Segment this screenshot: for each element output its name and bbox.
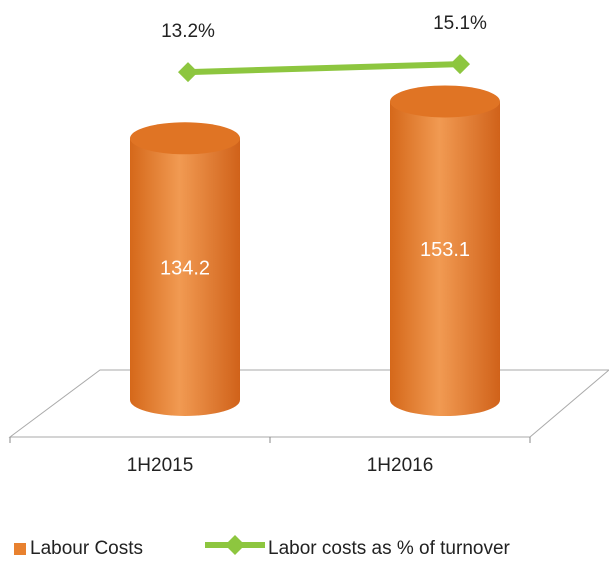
x-tick-label: 1H2015 [127,455,194,476]
cylinder [390,85,500,416]
bar-value-label: 153.1 [420,239,470,261]
cylinder-top [130,122,240,155]
line-marker [178,62,198,83]
cylinder-body [390,101,500,416]
x-tick-label: 1H2016 [367,455,434,476]
legend-swatch [14,543,26,555]
legend-label: Labor costs as % of turnover [268,538,511,559]
line-value-label: 15.1% [433,13,487,34]
legend-label: Labour Costs [30,538,143,559]
line-marker [450,54,470,75]
cylinder [130,122,240,416]
legend-marker [225,535,245,555]
bar-value-label: 134.2 [160,257,210,279]
cylinder-top [390,85,500,118]
line-value-label: 13.2% [161,21,215,42]
cylinder-body [130,138,240,416]
floor [8,369,609,438]
line [187,61,461,76]
